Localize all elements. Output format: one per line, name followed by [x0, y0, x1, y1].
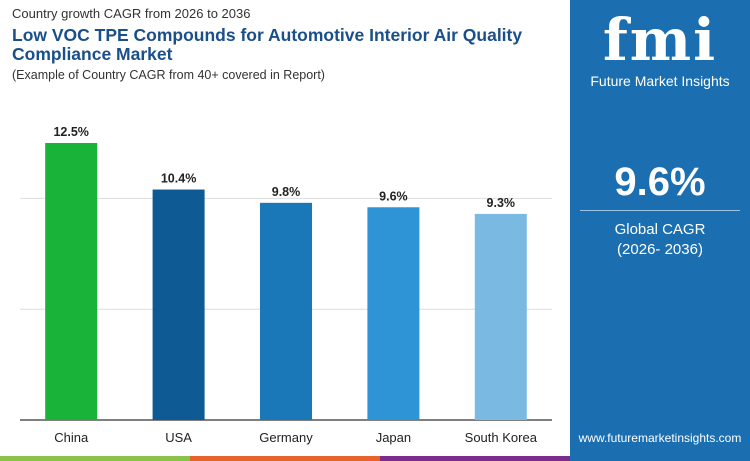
side-panel: fmi Future Market Insights 9.6% Global C…: [570, 0, 750, 461]
x-tick-label: USA: [165, 430, 192, 445]
global-cagr-value: 9.6%: [614, 160, 706, 204]
data-label: 9.8%: [272, 185, 301, 199]
divider: [580, 210, 740, 211]
x-tick-label: Germany: [259, 430, 313, 445]
data-label: 10.4%: [161, 172, 196, 186]
bar-usa: [152, 189, 205, 420]
data-label: 12.5%: [53, 125, 88, 139]
data-label: 9.3%: [487, 196, 516, 210]
logo-text: Future Market Insights: [590, 73, 730, 89]
stripe-orange: [190, 456, 380, 461]
fmi-logo: fmi: [602, 6, 718, 74]
bar-germany: [260, 202, 312, 420]
website-link[interactable]: www.futuremarketinsights.com: [578, 431, 742, 445]
bar-japan: [367, 207, 420, 420]
x-tick-label: China: [54, 430, 89, 445]
global-cagr-label: Global CAGR (2026- 2036): [614, 221, 706, 258]
chart-subtitle: Country growth CAGR from 2026 to 2036: [12, 6, 251, 21]
chart-note: (Example of Country CAGR from 40+ covere…: [12, 68, 325, 82]
data-label: 9.6%: [379, 189, 408, 203]
bar-chart: 12.5% China 10.4% USA 9.8% Germany 9.6% Japan 9.…: [20, 125, 552, 445]
x-tick-label: Japan: [376, 430, 411, 445]
x-tick-label: South Korea: [465, 430, 538, 445]
bar-china: [45, 143, 98, 420]
chart-title: Low VOC TPE Compounds for Automotive Int…: [12, 25, 523, 64]
stripe-purple: [380, 456, 570, 461]
bar-south-korea: [474, 213, 527, 420]
stripe-green: [0, 456, 190, 461]
